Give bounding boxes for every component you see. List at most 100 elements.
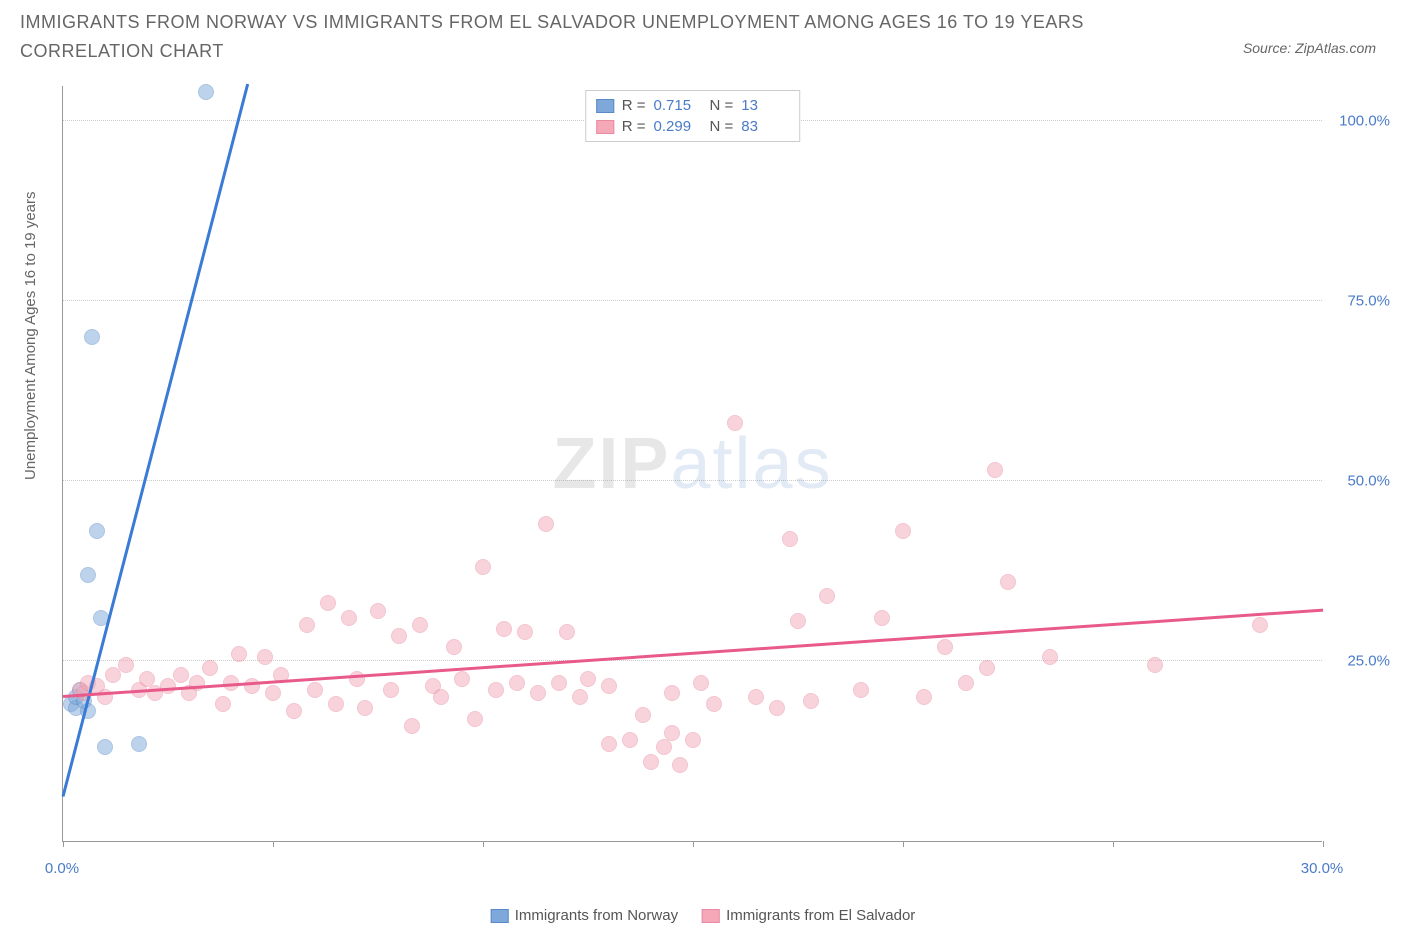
scatter-point bbox=[559, 624, 575, 640]
scatter-point bbox=[383, 682, 399, 698]
scatter-point bbox=[819, 588, 835, 604]
scatter-point bbox=[769, 700, 785, 716]
scatter-point bbox=[475, 559, 491, 575]
scatter-point bbox=[97, 739, 113, 755]
legend-r-label: R = bbox=[622, 97, 646, 114]
scatter-point bbox=[357, 700, 373, 716]
legend-swatch-norway bbox=[491, 909, 509, 923]
scatter-point bbox=[643, 754, 659, 770]
scatter-point bbox=[706, 696, 722, 712]
watermark-atlas: atlas bbox=[670, 424, 832, 504]
scatter-point bbox=[538, 516, 554, 532]
xtick bbox=[483, 841, 484, 847]
scatter-point bbox=[467, 711, 483, 727]
legend-row-norway: R = 0.715 N = 13 bbox=[596, 95, 790, 116]
chart-title: IMMIGRANTS FROM NORWAY VS IMMIGRANTS FRO… bbox=[20, 8, 1120, 66]
scatter-point bbox=[551, 675, 567, 691]
legend-item-norway: Immigrants from Norway bbox=[491, 907, 678, 924]
scatter-point bbox=[803, 693, 819, 709]
scatter-point bbox=[370, 603, 386, 619]
scatter-point bbox=[173, 667, 189, 683]
ytick-label: 25.0% bbox=[1347, 653, 1390, 670]
scatter-point bbox=[446, 639, 462, 655]
xtick-label: 0.0% bbox=[45, 860, 79, 877]
legend-n-label: N = bbox=[710, 118, 734, 135]
legend-r-value-elsalvador: 0.299 bbox=[654, 118, 702, 135]
scatter-point bbox=[987, 462, 1003, 478]
scatter-point bbox=[231, 646, 247, 662]
scatter-point bbox=[601, 678, 617, 694]
scatter-point bbox=[601, 736, 617, 752]
xtick bbox=[693, 841, 694, 847]
scatter-point bbox=[517, 624, 533, 640]
scatter-point bbox=[80, 567, 96, 583]
legend-label-norway: Immigrants from Norway bbox=[515, 907, 678, 924]
scatter-point bbox=[496, 621, 512, 637]
scatter-point bbox=[916, 689, 932, 705]
scatter-point bbox=[391, 628, 407, 644]
gridline-horizontal bbox=[63, 660, 1322, 661]
ytick-label: 100.0% bbox=[1339, 113, 1390, 130]
scatter-point bbox=[84, 329, 100, 345]
scatter-point bbox=[131, 736, 147, 752]
scatter-point bbox=[853, 682, 869, 698]
scatter-point bbox=[664, 685, 680, 701]
scatter-point bbox=[1042, 649, 1058, 665]
scatter-point bbox=[89, 523, 105, 539]
scatter-point bbox=[1000, 574, 1016, 590]
scatter-point bbox=[286, 703, 302, 719]
scatter-point bbox=[622, 732, 638, 748]
scatter-point bbox=[454, 671, 470, 687]
legend-swatch-elsalvador bbox=[702, 909, 720, 923]
scatter-point bbox=[656, 739, 672, 755]
scatter-point bbox=[433, 689, 449, 705]
scatter-point bbox=[509, 675, 525, 691]
ytick-label: 75.0% bbox=[1347, 293, 1390, 310]
watermark-zip: ZIP bbox=[552, 424, 670, 504]
watermark: ZIPatlas bbox=[552, 423, 832, 505]
scatter-point bbox=[530, 685, 546, 701]
legend-row-elsalvador: R = 0.299 N = 83 bbox=[596, 116, 790, 137]
xtick bbox=[1323, 841, 1324, 847]
plot-area: ZIPatlas R = 0.715 N = 13 R = 0.299 N = … bbox=[62, 86, 1322, 842]
source-label: Source: ZipAtlas.com bbox=[1243, 40, 1376, 56]
scatter-point bbox=[257, 649, 273, 665]
scatter-point bbox=[118, 657, 134, 673]
scatter-point bbox=[1252, 617, 1268, 633]
legend-swatch-norway bbox=[596, 99, 614, 113]
xtick bbox=[1113, 841, 1114, 847]
scatter-point bbox=[635, 707, 651, 723]
scatter-point bbox=[874, 610, 890, 626]
scatter-point bbox=[727, 415, 743, 431]
legend-r-value-norway: 0.715 bbox=[654, 97, 702, 114]
legend-n-value-elsalvador: 83 bbox=[741, 118, 789, 135]
scatter-point bbox=[790, 613, 806, 629]
scatter-point bbox=[307, 682, 323, 698]
legend-series: Immigrants from Norway Immigrants from E… bbox=[491, 907, 916, 924]
scatter-point bbox=[979, 660, 995, 676]
scatter-point bbox=[572, 689, 588, 705]
legend-n-label: N = bbox=[710, 97, 734, 114]
legend-label-elsalvador: Immigrants from El Salvador bbox=[726, 907, 915, 924]
scatter-point bbox=[488, 682, 504, 698]
xtick bbox=[273, 841, 274, 847]
scatter-point bbox=[328, 696, 344, 712]
scatter-point bbox=[404, 718, 420, 734]
scatter-point bbox=[341, 610, 357, 626]
xtick bbox=[903, 841, 904, 847]
gridline-horizontal bbox=[63, 300, 1322, 301]
xtick-label: 30.0% bbox=[1301, 860, 1344, 877]
legend-r-label: R = bbox=[622, 118, 646, 135]
scatter-point bbox=[215, 696, 231, 712]
scatter-point bbox=[748, 689, 764, 705]
scatter-point bbox=[782, 531, 798, 547]
scatter-point bbox=[412, 617, 428, 633]
scatter-point bbox=[139, 671, 155, 687]
scatter-point bbox=[320, 595, 336, 611]
scatter-point bbox=[299, 617, 315, 633]
legend-correlation: R = 0.715 N = 13 R = 0.299 N = 83 bbox=[585, 90, 801, 142]
scatter-point bbox=[958, 675, 974, 691]
scatter-point bbox=[685, 732, 701, 748]
xtick bbox=[63, 841, 64, 847]
scatter-point bbox=[1147, 657, 1163, 673]
